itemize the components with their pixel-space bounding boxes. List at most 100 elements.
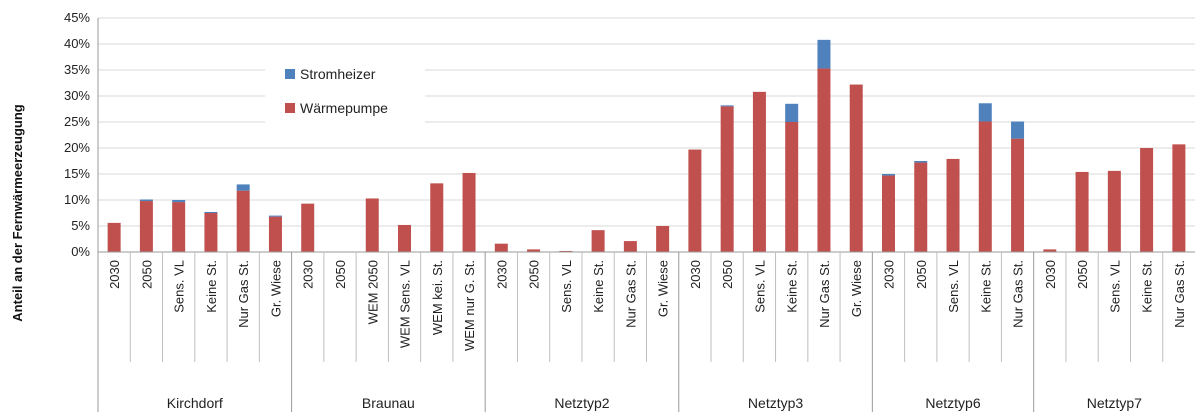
x-tick-label: 2030 bbox=[1043, 260, 1058, 289]
bar-stromheizer bbox=[881, 174, 895, 176]
gridlines bbox=[98, 17, 1195, 253]
bar-waermepumpe bbox=[752, 91, 766, 252]
legend-swatch-stromheizer bbox=[285, 69, 295, 79]
x-tick-label: Sens. VL bbox=[752, 260, 767, 313]
axes bbox=[97, 18, 1195, 412]
bar-waermepumpe bbox=[1075, 171, 1089, 252]
y-axis-title: Anteil an der Fernwärmeerzeugung bbox=[10, 104, 25, 321]
x-tick-label: Keine St. bbox=[204, 260, 219, 313]
x-tick-label: 2030 bbox=[688, 260, 703, 289]
x-tick-label: Gr. Wiese bbox=[268, 260, 283, 317]
bar-stromheizer bbox=[268, 215, 282, 217]
x-tick-label: 2050 bbox=[139, 260, 154, 289]
bar-stromheizer bbox=[139, 199, 153, 202]
bar-waermepumpe bbox=[720, 106, 734, 253]
x-tick-label: WEM 2050 bbox=[365, 260, 380, 324]
x-tick-label: Gr. Wiese bbox=[656, 260, 671, 317]
bar-waermepumpe bbox=[204, 213, 218, 252]
group-label: Netztyp3 bbox=[748, 395, 803, 411]
y-tick-label: 10% bbox=[64, 192, 90, 207]
group-label: Netztyp2 bbox=[554, 395, 609, 411]
bar-stromheizer bbox=[817, 39, 831, 69]
y-tick-label: 5% bbox=[71, 218, 90, 233]
x-tick-label: Keine St. bbox=[785, 260, 800, 313]
bar-stromheizer bbox=[172, 200, 186, 203]
bar-waermepumpe bbox=[785, 122, 799, 252]
bar-waermepumpe bbox=[301, 203, 315, 252]
bar-waermepumpe bbox=[914, 162, 928, 252]
bar-waermepumpe bbox=[527, 249, 541, 252]
x-tick-label: Sens. VL bbox=[172, 260, 187, 313]
bar-waermepumpe bbox=[430, 183, 444, 252]
x-tick-label: Sens. VL bbox=[946, 260, 961, 313]
y-tick-label: 20% bbox=[64, 140, 90, 155]
bar-waermepumpe bbox=[591, 230, 605, 252]
y-tick-label: 45% bbox=[64, 10, 90, 25]
bar-waermepumpe bbox=[623, 241, 637, 252]
bar-waermepumpe bbox=[817, 68, 831, 252]
x-tick-label: 2050 bbox=[720, 260, 735, 289]
bar-waermepumpe bbox=[365, 198, 379, 252]
x-tick-label: Keine St. bbox=[591, 260, 606, 313]
bar-waermepumpe bbox=[268, 216, 282, 252]
x-tick-label: 2030 bbox=[301, 260, 316, 289]
group-label: Braunau bbox=[362, 395, 415, 411]
bar-waermepumpe bbox=[881, 175, 895, 252]
x-tick-label: 2050 bbox=[914, 260, 929, 289]
bar-waermepumpe bbox=[1107, 170, 1121, 252]
bar-waermepumpe bbox=[107, 222, 121, 252]
bar-stromheizer bbox=[978, 103, 992, 122]
bar-waermepumpe bbox=[1140, 148, 1154, 252]
x-tick-label: Keine St. bbox=[978, 260, 993, 313]
legend-swatch-waermepumpe bbox=[285, 103, 295, 113]
x-tick-labels: 2030 2050 Sens. VL Keine St. Nur Gas St. Gr. … bbox=[107, 260, 1187, 351]
y-tick-label: 25% bbox=[64, 114, 90, 129]
bar-waermepumpe bbox=[139, 201, 153, 252]
bar-waermepumpe bbox=[849, 84, 863, 252]
bar-waermepumpe bbox=[946, 158, 960, 252]
legend-label-stromheizer: Stromheizer bbox=[300, 66, 376, 82]
bar-waermepumpe bbox=[494, 243, 508, 252]
bars bbox=[107, 39, 1186, 253]
group-label: Netztyp6 bbox=[925, 395, 980, 411]
x-tick-label: WEM Sens. VL bbox=[398, 260, 413, 348]
x-tick-label: Nur Gas St. bbox=[236, 260, 251, 328]
bar-stromheizer bbox=[720, 105, 734, 107]
x-tick-label: 2050 bbox=[333, 260, 348, 289]
bar-waermepumpe bbox=[1043, 249, 1057, 252]
bar-waermepumpe bbox=[462, 172, 476, 252]
bar-waermepumpe bbox=[172, 202, 186, 252]
y-tick-label: 15% bbox=[64, 166, 90, 181]
bar-stromheizer bbox=[785, 103, 799, 122]
y-tick-label: 0% bbox=[71, 244, 90, 259]
x-tick-label: Sens. VL bbox=[559, 260, 574, 313]
bar-waermepumpe bbox=[688, 149, 702, 252]
x-tick-label: Nur Gas St. bbox=[1172, 260, 1187, 328]
bar-stromheizer bbox=[914, 161, 928, 163]
x-tick-label: Sens. VL bbox=[1107, 260, 1122, 313]
x-tick-label: Gr. Wiese bbox=[849, 260, 864, 317]
bar-stromheizer bbox=[236, 184, 250, 191]
bar-waermepumpe bbox=[236, 190, 250, 252]
x-tick-label: Nur Gas St. bbox=[817, 260, 832, 328]
group-label: Netztyp7 bbox=[1087, 395, 1142, 411]
bar-stromheizer bbox=[1011, 121, 1025, 139]
x-tick-label: WEM nur G. St. bbox=[462, 260, 477, 351]
bar-waermepumpe bbox=[1172, 144, 1186, 252]
bar-waermepumpe bbox=[656, 226, 670, 252]
y-tick-label: 40% bbox=[64, 36, 90, 51]
y-tick-labels: 0% 5% 10% 15% 20% 25% 30% 35% 40% 45% bbox=[64, 10, 90, 259]
x-tick-label: 2030 bbox=[494, 260, 509, 289]
bar-waermepumpe bbox=[978, 121, 992, 252]
y-tick-label: 35% bbox=[64, 62, 90, 77]
legend: Stromheizer Wärmepumpe bbox=[265, 60, 425, 124]
x-tick-label: Keine St. bbox=[1140, 260, 1155, 313]
x-tick-label: 2050 bbox=[1075, 260, 1090, 289]
x-tick-label: Nur Gas St. bbox=[623, 260, 638, 328]
legend-label-waermepumpe: Wärmepumpe bbox=[300, 100, 388, 116]
bar-waermepumpe bbox=[398, 224, 412, 252]
x-tick-label: 2030 bbox=[107, 260, 122, 289]
y-tick-label: 30% bbox=[64, 88, 90, 103]
x-tick-label: WEM kei. St. bbox=[430, 260, 445, 335]
